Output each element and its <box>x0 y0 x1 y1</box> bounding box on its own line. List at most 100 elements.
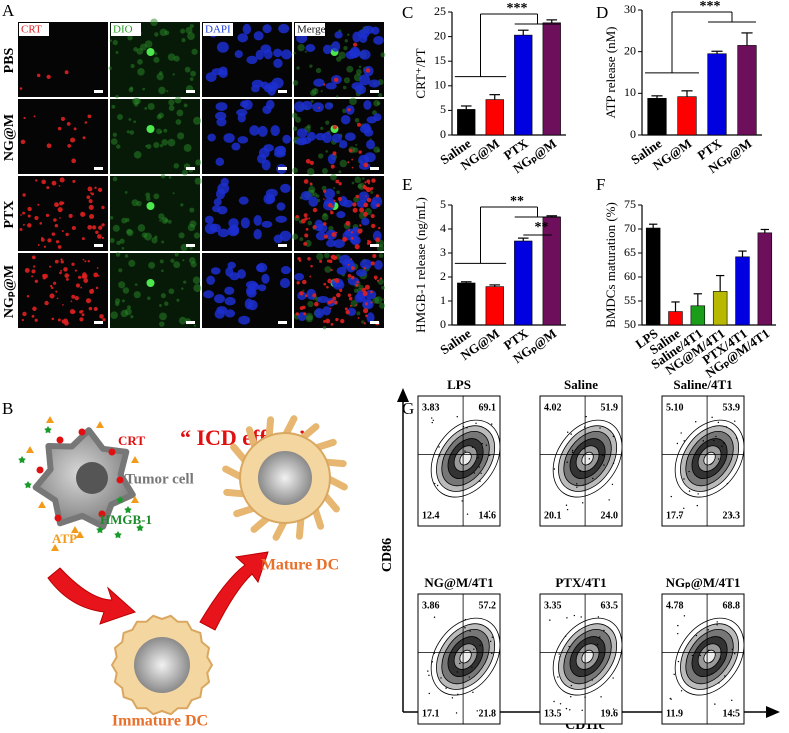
crt-dot <box>347 263 350 266</box>
membrane <box>291 233 299 240</box>
event-dot <box>438 455 441 457</box>
event-dot <box>608 499 610 501</box>
nucleus <box>315 132 326 141</box>
event-dot <box>457 693 459 696</box>
crt-dot <box>358 150 362 154</box>
crt-dot <box>71 262 75 266</box>
crt-dot <box>326 259 330 263</box>
plot-title: NGₚ@M/4T1 <box>666 575 741 590</box>
crt-dot <box>90 290 93 293</box>
nucleus <box>325 82 337 90</box>
crt-dot <box>325 318 331 324</box>
membrane <box>129 86 134 90</box>
crt-dot <box>84 121 88 124</box>
nucleus <box>275 215 287 223</box>
membrane <box>357 183 363 189</box>
y-tick-label: 10 <box>624 85 636 99</box>
membrane <box>192 276 201 284</box>
crt-dot <box>335 317 339 322</box>
crt-dot <box>363 267 366 270</box>
membrane <box>163 128 168 133</box>
crt-dot <box>345 309 350 315</box>
event-dot <box>726 482 729 485</box>
nucleus <box>273 48 283 58</box>
crt-dot <box>323 198 325 200</box>
membrane <box>174 252 179 257</box>
crt-dot <box>342 236 348 242</box>
event-dot <box>571 449 574 452</box>
nucleus <box>360 259 372 270</box>
crt-dot <box>378 226 381 230</box>
membrane <box>144 232 152 241</box>
crt-dot <box>322 189 327 193</box>
event-dot <box>427 670 429 672</box>
event-dot <box>721 445 723 448</box>
crt-dot <box>304 217 308 221</box>
membrane <box>347 33 350 37</box>
y-tick-label: 10 <box>434 78 446 92</box>
membrane <box>324 252 330 259</box>
density-contour <box>459 649 472 664</box>
event-dot <box>570 433 572 435</box>
density-contour <box>581 649 594 664</box>
bar <box>677 96 697 136</box>
crt-dot <box>301 279 307 285</box>
membrane <box>370 190 374 194</box>
bar <box>457 109 476 136</box>
membrane <box>108 66 112 70</box>
event-dot <box>683 615 686 617</box>
event-dot <box>725 426 728 428</box>
event-dot <box>491 652 493 655</box>
membrane <box>114 301 120 307</box>
significance: ** <box>535 220 549 235</box>
nucleus <box>355 84 367 95</box>
nucleus <box>224 297 236 306</box>
crt-dot <box>40 237 45 242</box>
membrane <box>160 173 166 179</box>
membrane <box>153 141 160 149</box>
nucleus <box>237 33 249 43</box>
event-dot <box>592 477 594 480</box>
nucleus <box>327 154 336 165</box>
crt-dot <box>66 121 71 126</box>
crt-dot <box>60 258 63 261</box>
crt-dot <box>61 201 65 205</box>
crt-dot <box>27 223 32 228</box>
bar <box>737 45 757 136</box>
membrane <box>150 18 158 26</box>
membrane <box>172 192 175 195</box>
crt-dot <box>352 42 358 47</box>
row-label: PTX <box>2 201 17 229</box>
crt-dot <box>326 285 329 289</box>
nucleus <box>282 134 291 144</box>
event-dot <box>603 464 605 466</box>
event-dot <box>581 502 584 504</box>
membrane <box>159 321 165 327</box>
crt-marker <box>36 466 44 474</box>
nucleus <box>227 261 236 269</box>
scale-bar <box>94 321 103 324</box>
membrane <box>146 202 155 210</box>
crt-dot <box>370 261 375 266</box>
crt-dot <box>46 74 51 80</box>
membrane <box>297 44 305 52</box>
event-dot <box>699 654 701 657</box>
bar <box>514 34 533 136</box>
crt-dot <box>332 255 338 261</box>
crt-dot <box>327 278 332 284</box>
crt-dot <box>299 291 304 296</box>
event-dot <box>466 427 468 429</box>
crt-dot <box>89 214 95 220</box>
crt-dot <box>46 186 50 190</box>
nucleus <box>237 269 246 279</box>
membrane <box>109 215 114 220</box>
membrane <box>159 219 162 222</box>
crt-dot <box>323 83 326 86</box>
event-dot <box>688 490 691 492</box>
crt-dot <box>50 286 54 290</box>
event-dot <box>582 484 584 486</box>
crt-dot <box>348 296 353 301</box>
nucleus <box>229 272 240 281</box>
nucleus <box>331 41 341 52</box>
membrane <box>182 259 185 262</box>
